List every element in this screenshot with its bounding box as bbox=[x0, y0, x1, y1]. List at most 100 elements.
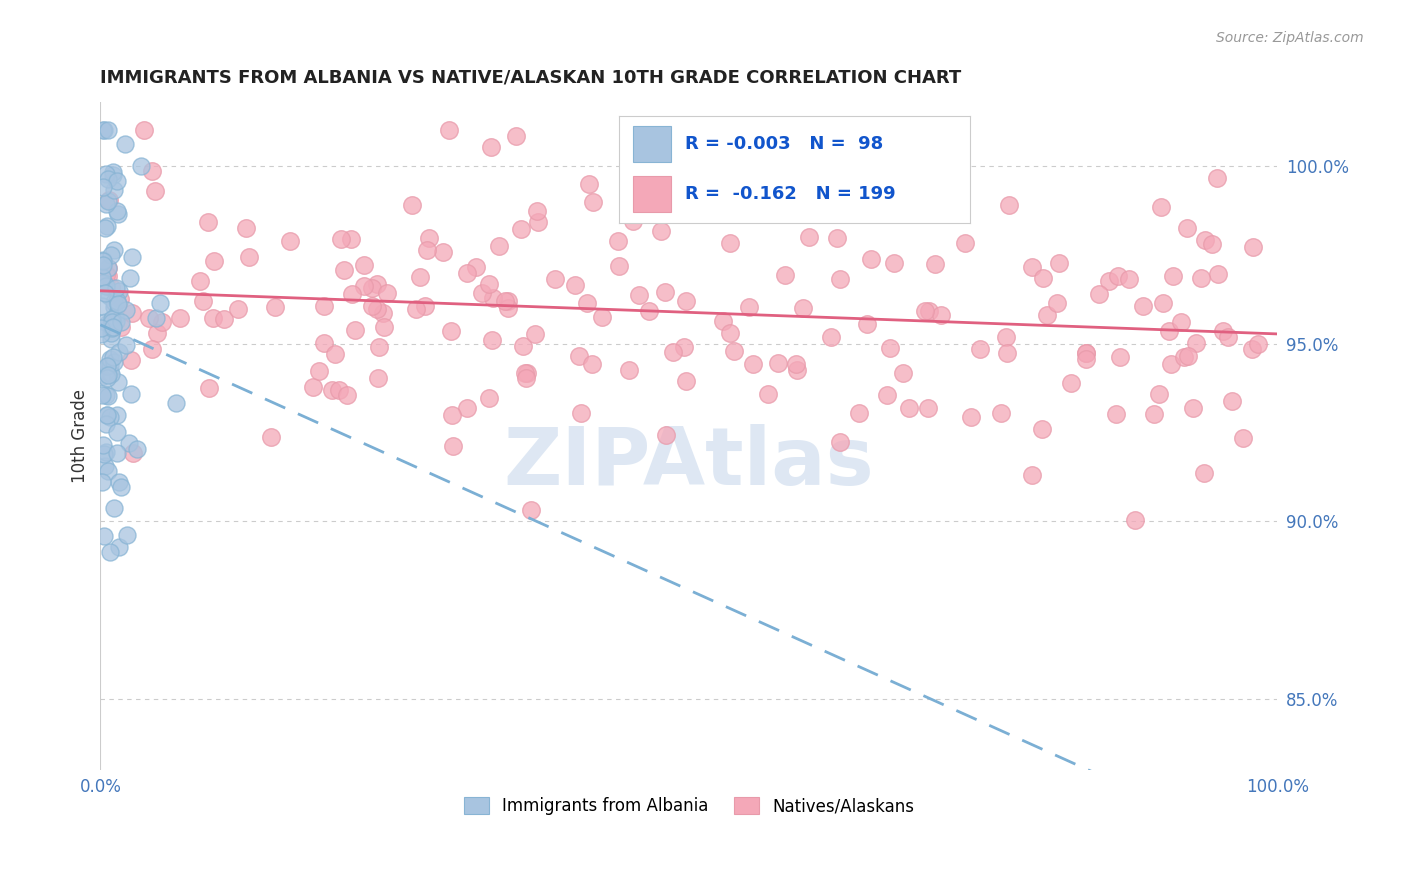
Point bbox=[1182, 401, 1205, 415]
Point bbox=[169, 310, 191, 325]
Point bbox=[96, 260, 118, 275]
Point bbox=[1074, 346, 1097, 360]
Point bbox=[662, 344, 685, 359]
Point bbox=[97, 389, 120, 403]
Point bbox=[104, 281, 127, 295]
Point bbox=[738, 300, 761, 314]
Point bbox=[416, 243, 439, 257]
Point bbox=[115, 302, 138, 317]
Point bbox=[107, 375, 129, 389]
Point bbox=[118, 436, 141, 450]
Point bbox=[93, 529, 115, 543]
Point bbox=[478, 391, 501, 405]
Point bbox=[437, 123, 460, 137]
Point bbox=[1206, 171, 1229, 186]
Point bbox=[820, 330, 842, 344]
Point bbox=[314, 335, 336, 350]
Point bbox=[98, 545, 121, 559]
Point bbox=[259, 430, 281, 444]
Point bbox=[97, 465, 120, 479]
Point bbox=[373, 320, 395, 334]
Point bbox=[1060, 376, 1083, 391]
Point bbox=[1212, 324, 1234, 338]
Point bbox=[366, 277, 388, 292]
Point bbox=[105, 294, 128, 309]
Point bbox=[226, 302, 249, 317]
Point bbox=[1189, 271, 1212, 285]
Point bbox=[94, 268, 117, 282]
Point bbox=[675, 293, 697, 308]
Point bbox=[278, 234, 301, 248]
Legend: Immigrants from Albania, Natives/Alaskans: Immigrants from Albania, Natives/Alaskan… bbox=[457, 790, 921, 822]
Point bbox=[105, 314, 128, 328]
Point bbox=[409, 270, 432, 285]
Point bbox=[100, 332, 122, 346]
Point bbox=[1032, 270, 1054, 285]
Point bbox=[456, 266, 478, 280]
Point bbox=[103, 300, 125, 314]
Point bbox=[1246, 336, 1268, 351]
Point bbox=[848, 405, 870, 419]
Point bbox=[100, 367, 122, 381]
Point bbox=[97, 193, 120, 207]
Point bbox=[569, 406, 592, 420]
Point bbox=[120, 386, 142, 401]
Point bbox=[132, 123, 155, 137]
Point bbox=[94, 315, 117, 329]
Point bbox=[110, 315, 132, 329]
Point bbox=[830, 435, 852, 450]
Point bbox=[464, 260, 486, 275]
Point bbox=[94, 458, 117, 473]
Point bbox=[141, 164, 163, 178]
Point bbox=[97, 317, 120, 331]
Point bbox=[1192, 466, 1215, 480]
Point bbox=[197, 215, 219, 229]
Point bbox=[1241, 343, 1264, 357]
Point bbox=[91, 254, 114, 268]
Point bbox=[361, 299, 384, 313]
Point bbox=[96, 408, 118, 422]
Point bbox=[995, 330, 1018, 344]
Text: IMMIGRANTS FROM ALBANIA VS NATIVE/ALASKAN 10TH GRADE CORRELATION CHART: IMMIGRANTS FROM ALBANIA VS NATIVE/ALASKA… bbox=[100, 69, 962, 87]
Point bbox=[917, 201, 939, 215]
Point bbox=[766, 356, 789, 370]
Point bbox=[891, 366, 914, 380]
Point bbox=[482, 291, 505, 305]
Point bbox=[856, 318, 879, 332]
Point bbox=[478, 277, 501, 291]
Point bbox=[366, 301, 388, 316]
Point bbox=[440, 325, 463, 339]
Point bbox=[115, 528, 138, 542]
Point bbox=[1021, 468, 1043, 483]
Point bbox=[859, 252, 882, 266]
Point bbox=[94, 278, 117, 293]
Point bbox=[898, 401, 921, 415]
Point bbox=[98, 410, 121, 425]
Point bbox=[1157, 324, 1180, 338]
Point bbox=[924, 257, 946, 271]
Point bbox=[655, 427, 678, 442]
Point bbox=[138, 310, 160, 325]
Point bbox=[917, 401, 939, 416]
Point bbox=[505, 128, 527, 143]
Point bbox=[441, 439, 464, 453]
Point bbox=[100, 248, 122, 262]
Point bbox=[1047, 256, 1070, 270]
Point bbox=[1177, 350, 1199, 364]
Point bbox=[576, 296, 599, 310]
Point bbox=[214, 311, 236, 326]
Point bbox=[97, 365, 120, 379]
Point bbox=[969, 342, 991, 356]
Point bbox=[103, 243, 125, 257]
Point bbox=[100, 312, 122, 326]
Point bbox=[100, 321, 122, 335]
Point bbox=[1201, 237, 1223, 252]
Point bbox=[110, 320, 132, 334]
Point bbox=[125, 442, 148, 456]
Point bbox=[723, 344, 745, 359]
Point bbox=[165, 396, 187, 410]
Point bbox=[101, 315, 124, 329]
Point bbox=[312, 299, 335, 313]
Point bbox=[1123, 513, 1146, 527]
Point bbox=[711, 314, 734, 328]
